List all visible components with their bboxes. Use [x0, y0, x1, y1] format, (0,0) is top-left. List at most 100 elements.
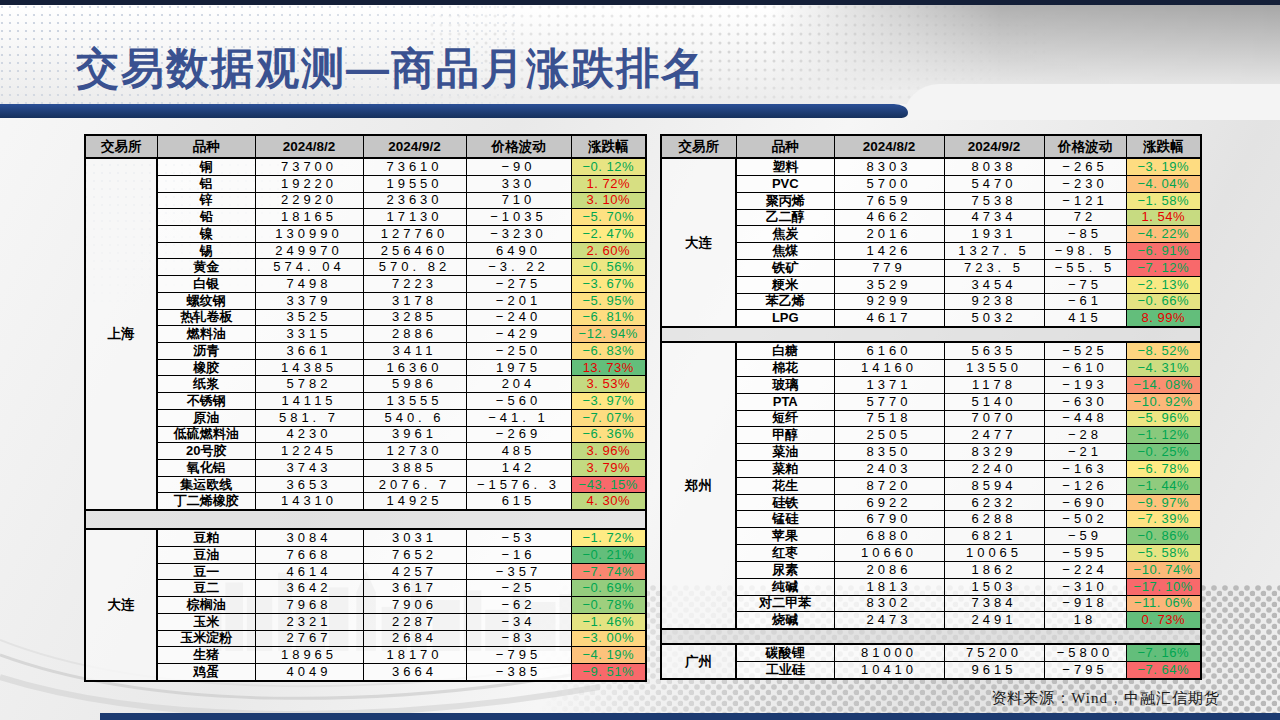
- price-change: −385: [466, 664, 571, 681]
- commodity-name: 乙二醇: [736, 209, 834, 226]
- price-sep: 14925: [363, 493, 466, 510]
- price-sep: 3411: [363, 342, 466, 359]
- price-sep: 5470: [944, 175, 1044, 192]
- table-row: 镍130990127760−3230−2. 47%: [85, 225, 646, 242]
- price-aug: 6160: [834, 342, 944, 359]
- table-row: 纸浆578259862043. 53%: [85, 376, 646, 393]
- pct-change: 3. 96%: [571, 443, 646, 460]
- table-row: 集运欧线36532076. 7−1576. 3−43. 15%: [85, 476, 646, 493]
- table-row: 工业硅104109615−795−7. 64%: [661, 662, 1201, 679]
- price-change: 710: [466, 192, 571, 209]
- commodity-name: 玉米: [157, 613, 255, 630]
- price-change: −275: [466, 276, 571, 293]
- commodity-name: 工业硅: [736, 662, 834, 679]
- commodity-name: 豆油: [157, 547, 255, 564]
- price-sep: 3961: [363, 426, 466, 443]
- table-row: 大连塑料83038038−265−3. 19%: [661, 158, 1201, 175]
- table-row: 尿素20861862−224−10. 74%: [661, 561, 1201, 578]
- price-sep: 1503: [944, 578, 1044, 595]
- price-change: −90: [466, 158, 571, 175]
- price-aug: 3379: [255, 292, 363, 309]
- commodity-name: 燃料油: [157, 326, 255, 343]
- price-aug: 7659: [834, 192, 944, 209]
- price-sep: 5986: [363, 376, 466, 393]
- title-underline-bar: [0, 104, 908, 118]
- price-change: 615: [466, 493, 571, 510]
- price-change: 72: [1044, 209, 1126, 226]
- price-sep: 2886: [363, 326, 466, 343]
- pct-change: −10. 92%: [1126, 393, 1201, 410]
- pct-change: −1. 46%: [571, 613, 646, 630]
- price-aug: 3653: [255, 476, 363, 493]
- price-change: −75: [1044, 276, 1126, 293]
- table-row: 玉米23212287−34−1. 46%: [85, 613, 646, 630]
- price-aug: 4230: [255, 426, 363, 443]
- pct-change: −1. 12%: [1126, 427, 1201, 444]
- price-sep: 23630: [363, 192, 466, 209]
- price-sep: 1931: [944, 226, 1044, 243]
- price-aug: 3315: [255, 326, 363, 343]
- pct-change: −7. 39%: [1126, 511, 1201, 528]
- table-row: PVC57005470−230−4. 04%: [661, 175, 1201, 192]
- price-change: −62: [466, 597, 571, 614]
- pct-change: −0. 66%: [1126, 293, 1201, 310]
- page-title: 交易数据观测—商品月涨跌排名: [76, 40, 706, 98]
- price-aug: 8303: [834, 158, 944, 175]
- pct-change: 1. 72%: [571, 175, 646, 192]
- commodity-name: 白糖: [736, 342, 834, 359]
- price-sep: 12730: [363, 443, 466, 460]
- price-sep: 7538: [944, 192, 1044, 209]
- commodity-name: 苯乙烯: [736, 293, 834, 310]
- commodity-name: 铁矿: [736, 259, 834, 276]
- pct-change: −8. 52%: [1126, 342, 1201, 359]
- table-row: 燃料油33152886−429−12. 94%: [85, 326, 646, 343]
- commodity-name: 锡: [157, 242, 255, 259]
- price-sep: 2240: [944, 461, 1044, 478]
- price-aug: 18965: [255, 647, 363, 664]
- commodity-name: 豆二: [157, 580, 255, 597]
- price-change: −448: [1044, 410, 1126, 427]
- price-change: −795: [1044, 662, 1126, 679]
- pct-change: −4. 31%: [1126, 360, 1201, 377]
- column-header: 涨跌幅: [571, 135, 646, 158]
- table-row: 棉花1416013550−610−4. 31%: [661, 360, 1201, 377]
- price-change: −224: [1044, 561, 1126, 578]
- price-change: −34: [466, 613, 571, 630]
- commodity-name: 铜: [157, 158, 255, 175]
- pct-change: 3. 10%: [571, 192, 646, 209]
- source-note: 资料来源：Wind，中融汇信期货: [991, 689, 1220, 708]
- price-sep: 7384: [944, 595, 1044, 612]
- price-sep: 8594: [944, 477, 1044, 494]
- price-change: −163: [1044, 461, 1126, 478]
- pct-change: −2. 47%: [571, 225, 646, 242]
- commodity-name: 黄金: [157, 259, 255, 276]
- table-row: 粳米35293454−75−2. 13%: [661, 276, 1201, 293]
- price-aug: 4662: [834, 209, 944, 226]
- price-aug: 581. 7: [255, 409, 363, 426]
- price-change: −240: [466, 309, 571, 326]
- price-aug: 73700: [255, 158, 363, 175]
- commodity-name: 花生: [736, 477, 834, 494]
- column-header: 品种: [736, 135, 834, 158]
- pct-change: −7. 12%: [1126, 259, 1201, 276]
- price-sep: 7652: [363, 547, 466, 564]
- price-aug: 1813: [834, 578, 944, 595]
- exchange-label: 广州: [661, 644, 736, 679]
- table-row: 纯碱18131503−310−17. 10%: [661, 578, 1201, 595]
- price-aug: 2473: [834, 612, 944, 629]
- price-change: −55. 5: [1044, 259, 1126, 276]
- pct-change: 3. 79%: [571, 460, 646, 477]
- price-aug: 5770: [834, 393, 944, 410]
- price-aug: 2016: [834, 226, 944, 243]
- section-divider: [661, 629, 1201, 644]
- commodity-name: 菜油: [736, 444, 834, 461]
- table-row: 鸡蛋40493664−385−9. 51%: [85, 664, 646, 681]
- price-sep: 8038: [944, 158, 1044, 175]
- pct-change: −3. 97%: [571, 393, 646, 410]
- price-change: −85: [1044, 226, 1126, 243]
- price-sep: 4257: [363, 563, 466, 580]
- price-aug: 3084: [255, 529, 363, 546]
- price-sep: 3664: [363, 664, 466, 681]
- price-sep: 4734: [944, 209, 1044, 226]
- price-aug: 3642: [255, 580, 363, 597]
